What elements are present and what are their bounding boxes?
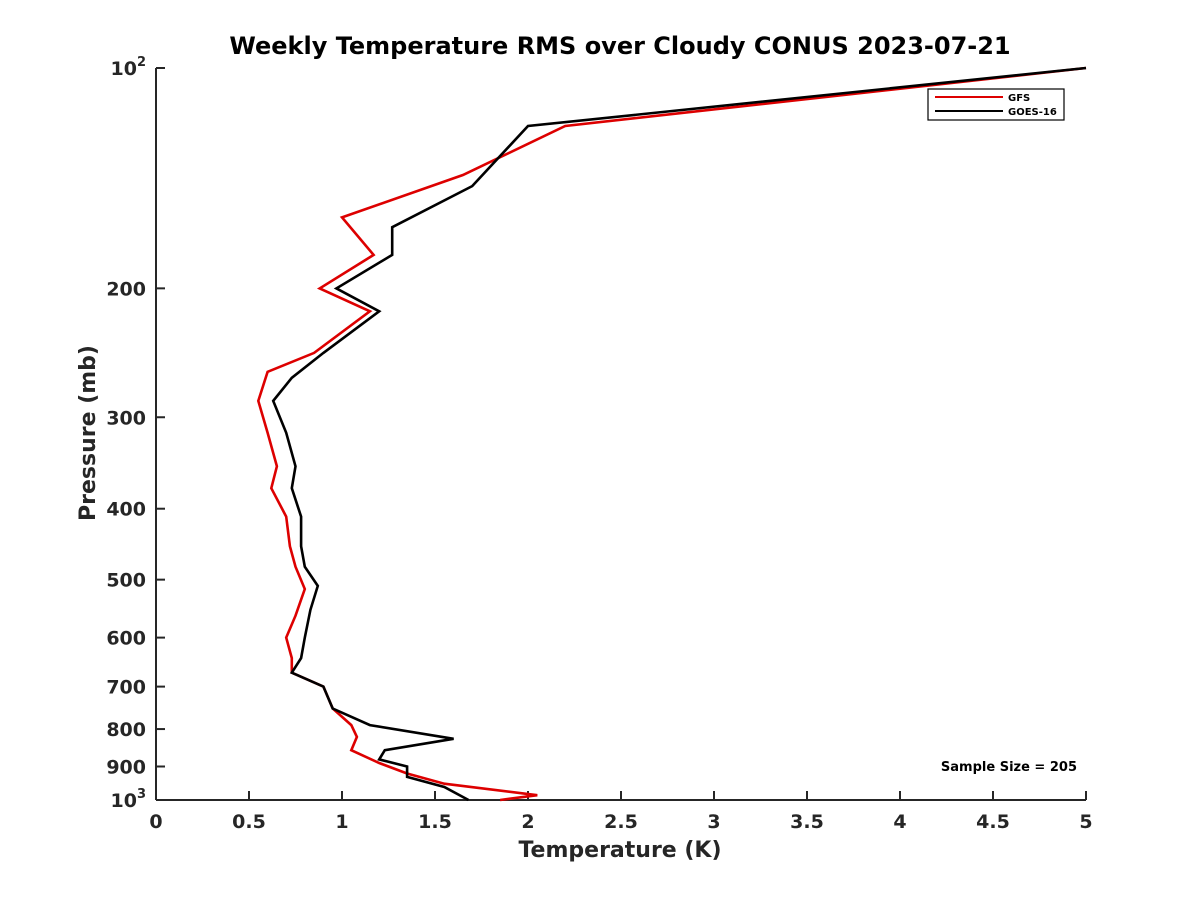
y-tick-label: 700: [106, 677, 146, 699]
y-tick-label: 102: [111, 55, 147, 80]
legend-label-gfs: GFS: [1008, 93, 1030, 104]
y-tick-label: 500: [106, 570, 146, 592]
x-tick-label: 1.5: [418, 811, 452, 833]
x-axis-label: Temperature (K): [518, 838, 721, 863]
x-tick-label: 0.5: [232, 811, 266, 833]
x-axis-ticks: 0 0.5 1 1.5 2 2.5 3 3.5 4 4.5 5: [149, 791, 1093, 833]
x-tick-label: 3.5: [790, 811, 824, 833]
y-tick-label: 800: [106, 719, 146, 741]
chart-title: Weekly Temperature RMS over Cloudy CONUS…: [229, 32, 1010, 60]
y-tick-label: 900: [106, 757, 146, 779]
legend-label-goes16: GOES-16: [1008, 107, 1057, 118]
x-tick-label: 2.5: [604, 811, 638, 833]
y-tick-label: 400: [106, 499, 146, 521]
x-tick-label: 5: [1079, 811, 1092, 833]
x-tick-label: 1: [335, 811, 348, 833]
y-tick-label: 103: [111, 787, 147, 812]
y-tick-label: 300: [106, 407, 146, 429]
legend: GFS GOES-16: [927, 88, 1065, 121]
legend-box: [927, 88, 1065, 121]
y-tick-label: 600: [106, 628, 146, 650]
x-tick-label: 2: [521, 811, 534, 833]
sample-size-annotation: Sample Size = 205: [941, 760, 1077, 775]
series-line-gfs: [256, 66, 1087, 802]
x-tick-label: 0: [149, 811, 162, 833]
y-axis-label: Pressure (mb): [76, 345, 101, 521]
y-tick-label: 200: [106, 278, 146, 300]
x-tick-label: 4.5: [976, 811, 1010, 833]
y-axis-ticks: 102 200 300 400 500 600 700 800 900 103: [106, 55, 165, 812]
x-tick-label: 4: [893, 811, 906, 833]
series-line-goes16: [271, 66, 1087, 802]
x-tick-label: 3: [707, 811, 720, 833]
series-layer: [256, 66, 1087, 802]
